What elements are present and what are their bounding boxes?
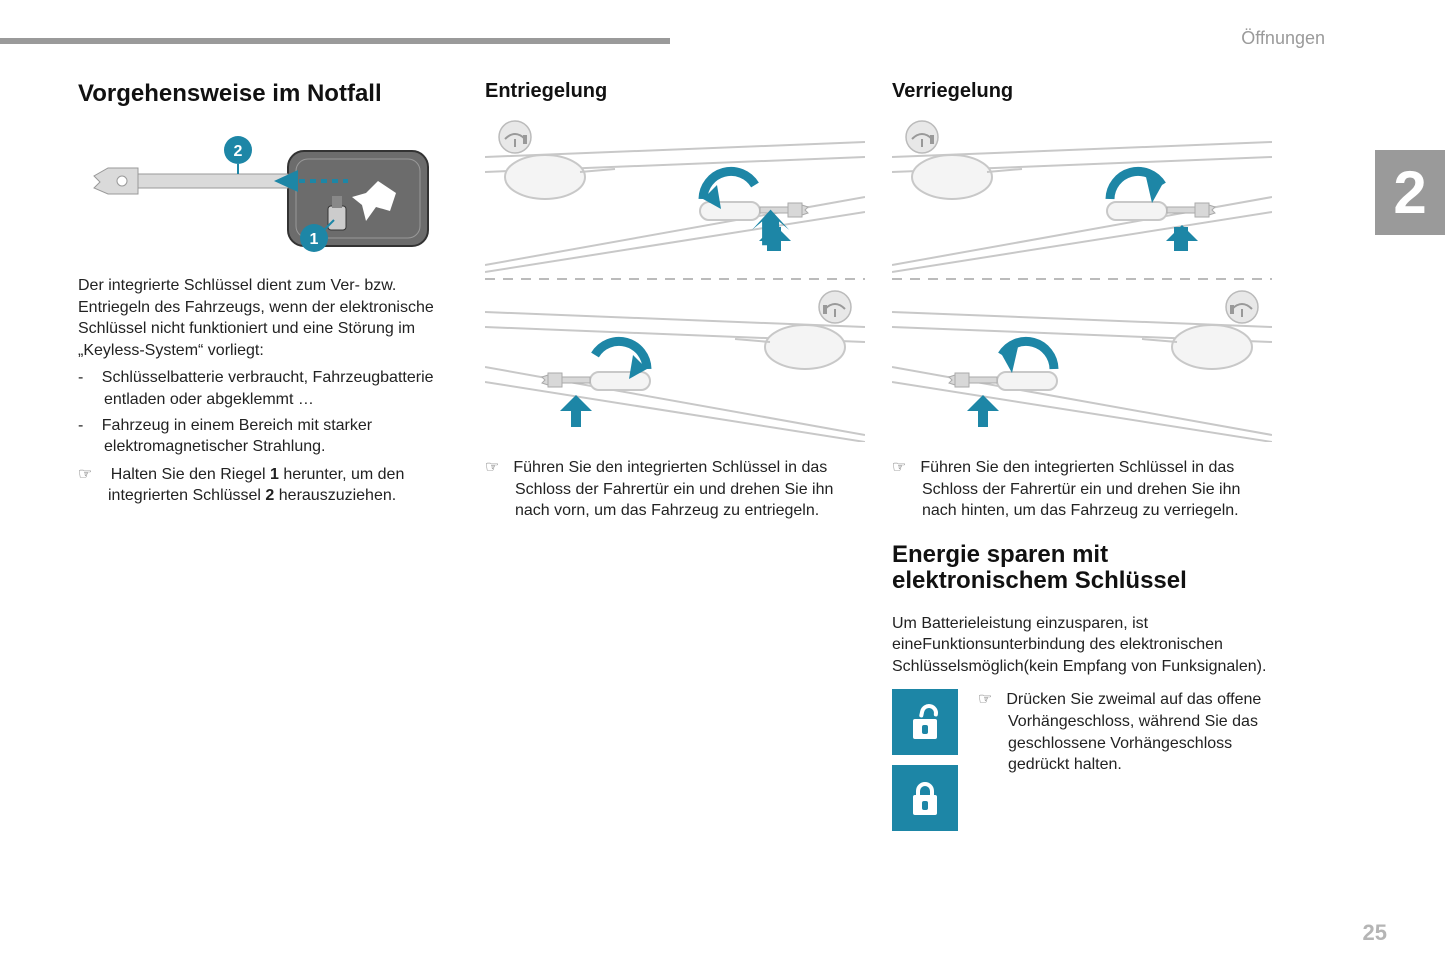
- lock-illustration: [892, 117, 1272, 442]
- unlock-action-list: Führen Sie den integrierten Schlüssel in…: [485, 457, 866, 522]
- key-fob-illustration: 2 1: [78, 126, 438, 256]
- emergency-title: Vorgehensweise im Notfall: [78, 80, 459, 108]
- emergency-action-list: Halten Sie den Riegel 1 herunter, um den…: [78, 464, 459, 507]
- cause-item: Schlüsselbatterie verbraucht, Fahrzeugba…: [78, 367, 459, 410]
- lock-padlock-icon: [892, 765, 958, 831]
- emergency-intro: Der integrierte Schlüssel dient zum Ver-…: [78, 275, 459, 361]
- column-unlock: Entriegelung: [485, 80, 866, 831]
- action-item: Führen Sie den integrierten Schlüssel in…: [485, 457, 866, 522]
- energy-title: Energie sparen mit elektronischem Schlüs…: [892, 542, 1273, 595]
- energy-icons-row: Drücken Sie zweimal auf das offene Vorhä…: [892, 689, 1273, 831]
- column-emergency: Vorgehensweise im Notfall 2 1: [78, 80, 459, 831]
- lock-title: Verriegelung: [892, 80, 1273, 103]
- unlock-illustration: [485, 117, 865, 442]
- section-tab: 2: [1375, 150, 1445, 235]
- lock-icon-stack: [892, 689, 958, 831]
- action-item: Halten Sie den Riegel 1 herunter, um den…: [78, 464, 459, 507]
- unlock-padlock-icon: [892, 689, 958, 755]
- emergency-causes-list: Schlüsselbatterie verbraucht, Fahrzeugba…: [78, 367, 459, 457]
- badge-1: 1: [310, 231, 319, 248]
- page-number: 25: [1363, 920, 1387, 946]
- lock-action-list: Führen Sie den integrierten Schlüssel in…: [892, 457, 1273, 522]
- energy-action-text: Drücken Sie zweimal auf das offene Vorhä…: [978, 689, 1273, 779]
- top-bar: [0, 38, 670, 44]
- action-item: Führen Sie den integrierten Schlüssel in…: [892, 457, 1273, 522]
- cause-item: Fahrzeug in einem Bereich mit starker el…: [78, 415, 459, 458]
- unlock-title: Entriegelung: [485, 80, 866, 103]
- action-item: Drücken Sie zweimal auf das offene Vorhä…: [978, 689, 1273, 775]
- column-lock: Verriegelung Führen S: [892, 80, 1273, 831]
- energy-para: Um Batterieleistung einzusparen, ist ein…: [892, 613, 1273, 678]
- header-category: Öffnungen: [1241, 28, 1325, 49]
- badge-2: 2: [234, 143, 243, 160]
- page-columns: Vorgehensweise im Notfall 2 1: [78, 80, 1273, 831]
